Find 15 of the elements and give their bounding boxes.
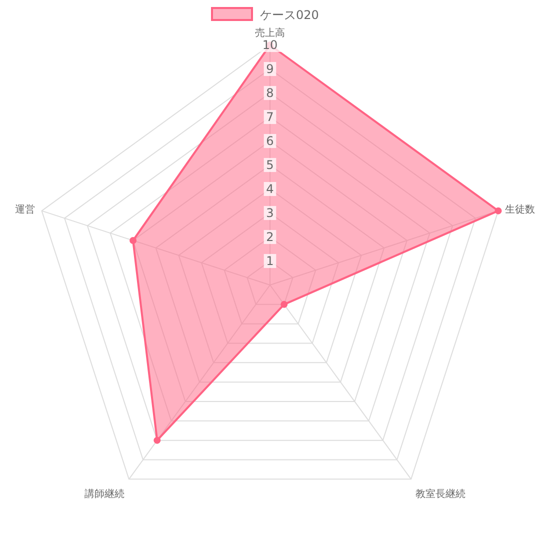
y-tick-label: 1 (266, 254, 274, 268)
y-tick-label: 8 (266, 86, 274, 100)
y-tick-label: 9 (266, 62, 274, 76)
y-tick-label: 5 (266, 158, 274, 172)
spoke-label: 運営 (14, 204, 35, 216)
y-tick-label: 7 (266, 110, 274, 124)
y-tick-label: 3 (266, 206, 274, 220)
y-tick-label: 6 (266, 134, 274, 148)
legend-label: ケース020 (260, 8, 319, 22)
y-tick-label: 2 (266, 230, 274, 244)
y-tick-label: 4 (266, 182, 274, 196)
spoke-label: 売上高 (255, 26, 285, 39)
spoke-label: 生徒数 (505, 204, 536, 216)
spoke-label: 講師継続 (84, 488, 125, 500)
spoke-label: 教室長継続 (415, 488, 466, 500)
